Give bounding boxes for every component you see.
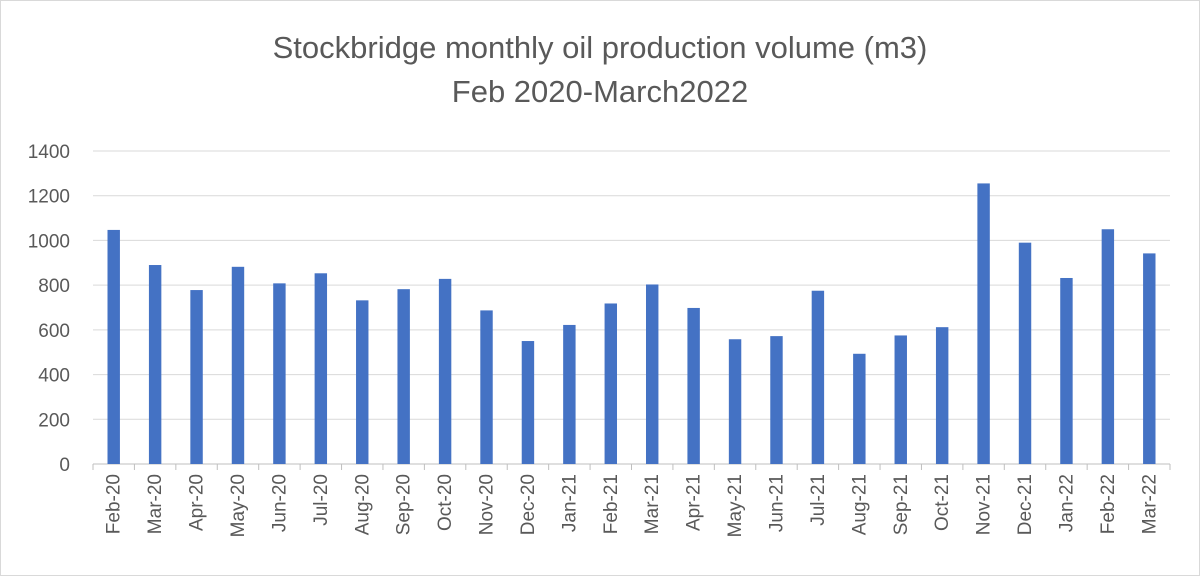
x-tick-label: Aug-20 (352, 474, 373, 535)
x-tick-label: May-21 (725, 474, 746, 537)
bar (273, 283, 286, 464)
x-tick-label: Mar-22 (1139, 474, 1160, 534)
bar (148, 265, 162, 464)
y-tick-label: 0 (59, 455, 70, 476)
x-tick-label: Apr-21 (684, 474, 705, 531)
bar (356, 300, 369, 464)
y-axis-ticks: 0 200 400 600 800 1000 1200 1400 (28, 142, 70, 476)
x-tick-label: Nov-21 (974, 474, 995, 535)
bar (1143, 253, 1156, 464)
x-tick-label: Sep-20 (394, 474, 415, 535)
y-tick-label: 800 (38, 276, 70, 297)
bar (645, 284, 659, 464)
bar (853, 353, 866, 464)
x-tick-label: Jun-21 (766, 474, 787, 532)
x-tick-label: Mar-21 (642, 474, 663, 534)
bar (977, 183, 990, 465)
x-tick-label: Nov-20 (477, 474, 498, 535)
bar (894, 335, 907, 464)
bar (728, 339, 742, 464)
y-tick-label: 200 (38, 410, 70, 431)
bar (480, 310, 493, 464)
x-tick-label: Oct-21 (932, 474, 953, 531)
bar (521, 341, 535, 464)
gridlines (92, 150, 1171, 470)
bar (604, 303, 618, 464)
x-tick-label: Feb-20 (104, 474, 125, 534)
bar (1018, 242, 1032, 464)
bar (811, 290, 825, 464)
x-tick-label: Sep-21 (891, 474, 912, 535)
x-tick-label: Oct-20 (435, 474, 456, 531)
bar (438, 278, 452, 464)
x-tick-label: Apr-20 (187, 474, 208, 531)
x-tick-label: Jan-22 (1056, 474, 1077, 532)
bar (935, 327, 949, 464)
bar (687, 307, 700, 464)
y-tick-label: 1400 (28, 142, 70, 163)
x-tick-label: Feb-21 (601, 474, 622, 534)
x-tick-label: Mar-20 (145, 474, 166, 534)
bar (397, 289, 410, 464)
x-tick-label: Jul-20 (311, 474, 332, 526)
x-axis-ticks: Feb-20 Mar-20 Apr-20 May-20 Jun-20 Jul-20 Aug-… (104, 474, 1161, 537)
chart-title: Stockbridge monthly oil production volum… (0, 26, 1200, 114)
bar (563, 324, 576, 464)
bar (770, 336, 783, 464)
bar (231, 266, 245, 464)
bars (107, 183, 1156, 465)
bar (107, 229, 120, 464)
y-tick-label: 1000 (28, 231, 70, 252)
y-tick-label: 600 (38, 321, 70, 342)
bar (190, 290, 203, 464)
chart-title-line-1: Stockbridge monthly oil production volum… (272, 30, 928, 65)
bar (1060, 277, 1073, 464)
x-tick-label: Dec-20 (518, 474, 539, 535)
x-tick-label: Jun-20 (269, 474, 290, 532)
bar (1101, 229, 1115, 464)
x-tick-label: Jul-21 (808, 474, 829, 526)
x-tick-label: Jan-21 (559, 474, 580, 532)
x-tick-label: Dec-21 (1015, 474, 1036, 535)
y-tick-label: 1200 (28, 187, 70, 208)
x-tick-label: May-20 (228, 474, 249, 537)
x-tick-label: Aug-21 (849, 474, 870, 535)
chart-title-line-2: Feb 2020-March2022 (451, 74, 749, 109)
bar (314, 273, 328, 464)
y-tick-label: 400 (38, 366, 70, 387)
x-tick-label: Feb-22 (1098, 474, 1119, 534)
